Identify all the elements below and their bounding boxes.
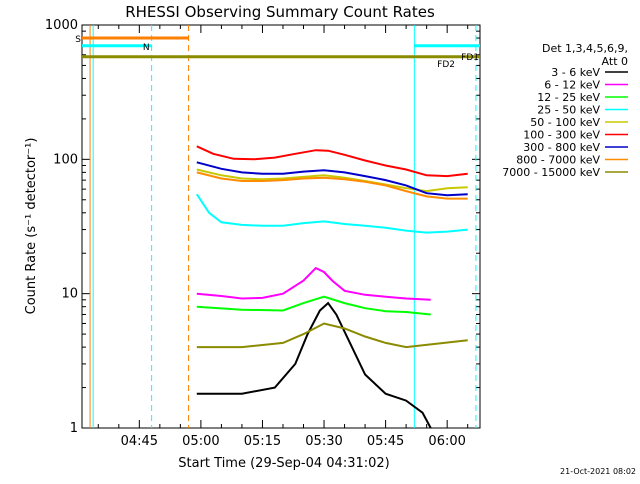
series-group [195,145,468,429]
legend-label: 12 - 25 keV [537,91,600,104]
x-tick-label: 04:45 [121,434,158,449]
flag-label-s: S [75,35,81,45]
series-line-2 [196,295,431,316]
legend-label: 50 - 100 keV [530,116,600,129]
x-tick-label: 05:30 [305,434,342,449]
x-tick-label: 05:45 [367,434,404,449]
x-tick-label: 05:00 [182,434,219,449]
series-line-7 [196,171,468,200]
y-tick-label: 10 [61,287,78,302]
legend-label: 25 - 50 keV [537,104,600,117]
legend-label: 7000 - 15000 keV [502,166,600,179]
y-tick-label: 1000 [45,18,78,33]
legend-label: 100 - 300 keV [523,129,600,142]
y-axis-label: Count Rate (s⁻¹ detector⁻¹) [24,138,39,315]
series-line-3 [195,193,468,234]
x-axis-label: Start Time (29-Sep-04 04:31:02) [178,456,389,471]
plot-frame [81,24,481,429]
chart-title: RHESSI Observing Summary Count Rates [125,3,435,21]
series-line-4 [196,168,468,193]
x-tick-label: 05:15 [244,434,281,449]
legend-header-detectors: Det 1,3,4,5,6,9, [542,42,628,55]
series-line-8 [196,322,468,349]
series-line-0 [196,301,432,429]
series-line-6 [196,161,468,197]
y-tick-label: 1 [70,421,78,436]
legend-label: 800 - 7000 keV [516,154,600,167]
legend-label: 300 - 800 keV [523,141,600,154]
timestamp: 21-Oct-2021 08:02 [560,467,636,476]
series-line-5 [196,145,468,178]
legend-header-attenuator: Att 0 [602,55,628,68]
y-tick-label: 100 [53,152,78,167]
flag-label-fd2: FD2 [437,60,455,70]
flag-label-fd1: FD1 [461,53,479,63]
legend-label: 6 - 12 keV [544,79,600,92]
flag-label-n: N [143,43,150,53]
x-tick-label: 06:00 [428,434,465,449]
series-line-1 [196,266,431,301]
legend-label: 3 - 6 keV [551,66,600,79]
